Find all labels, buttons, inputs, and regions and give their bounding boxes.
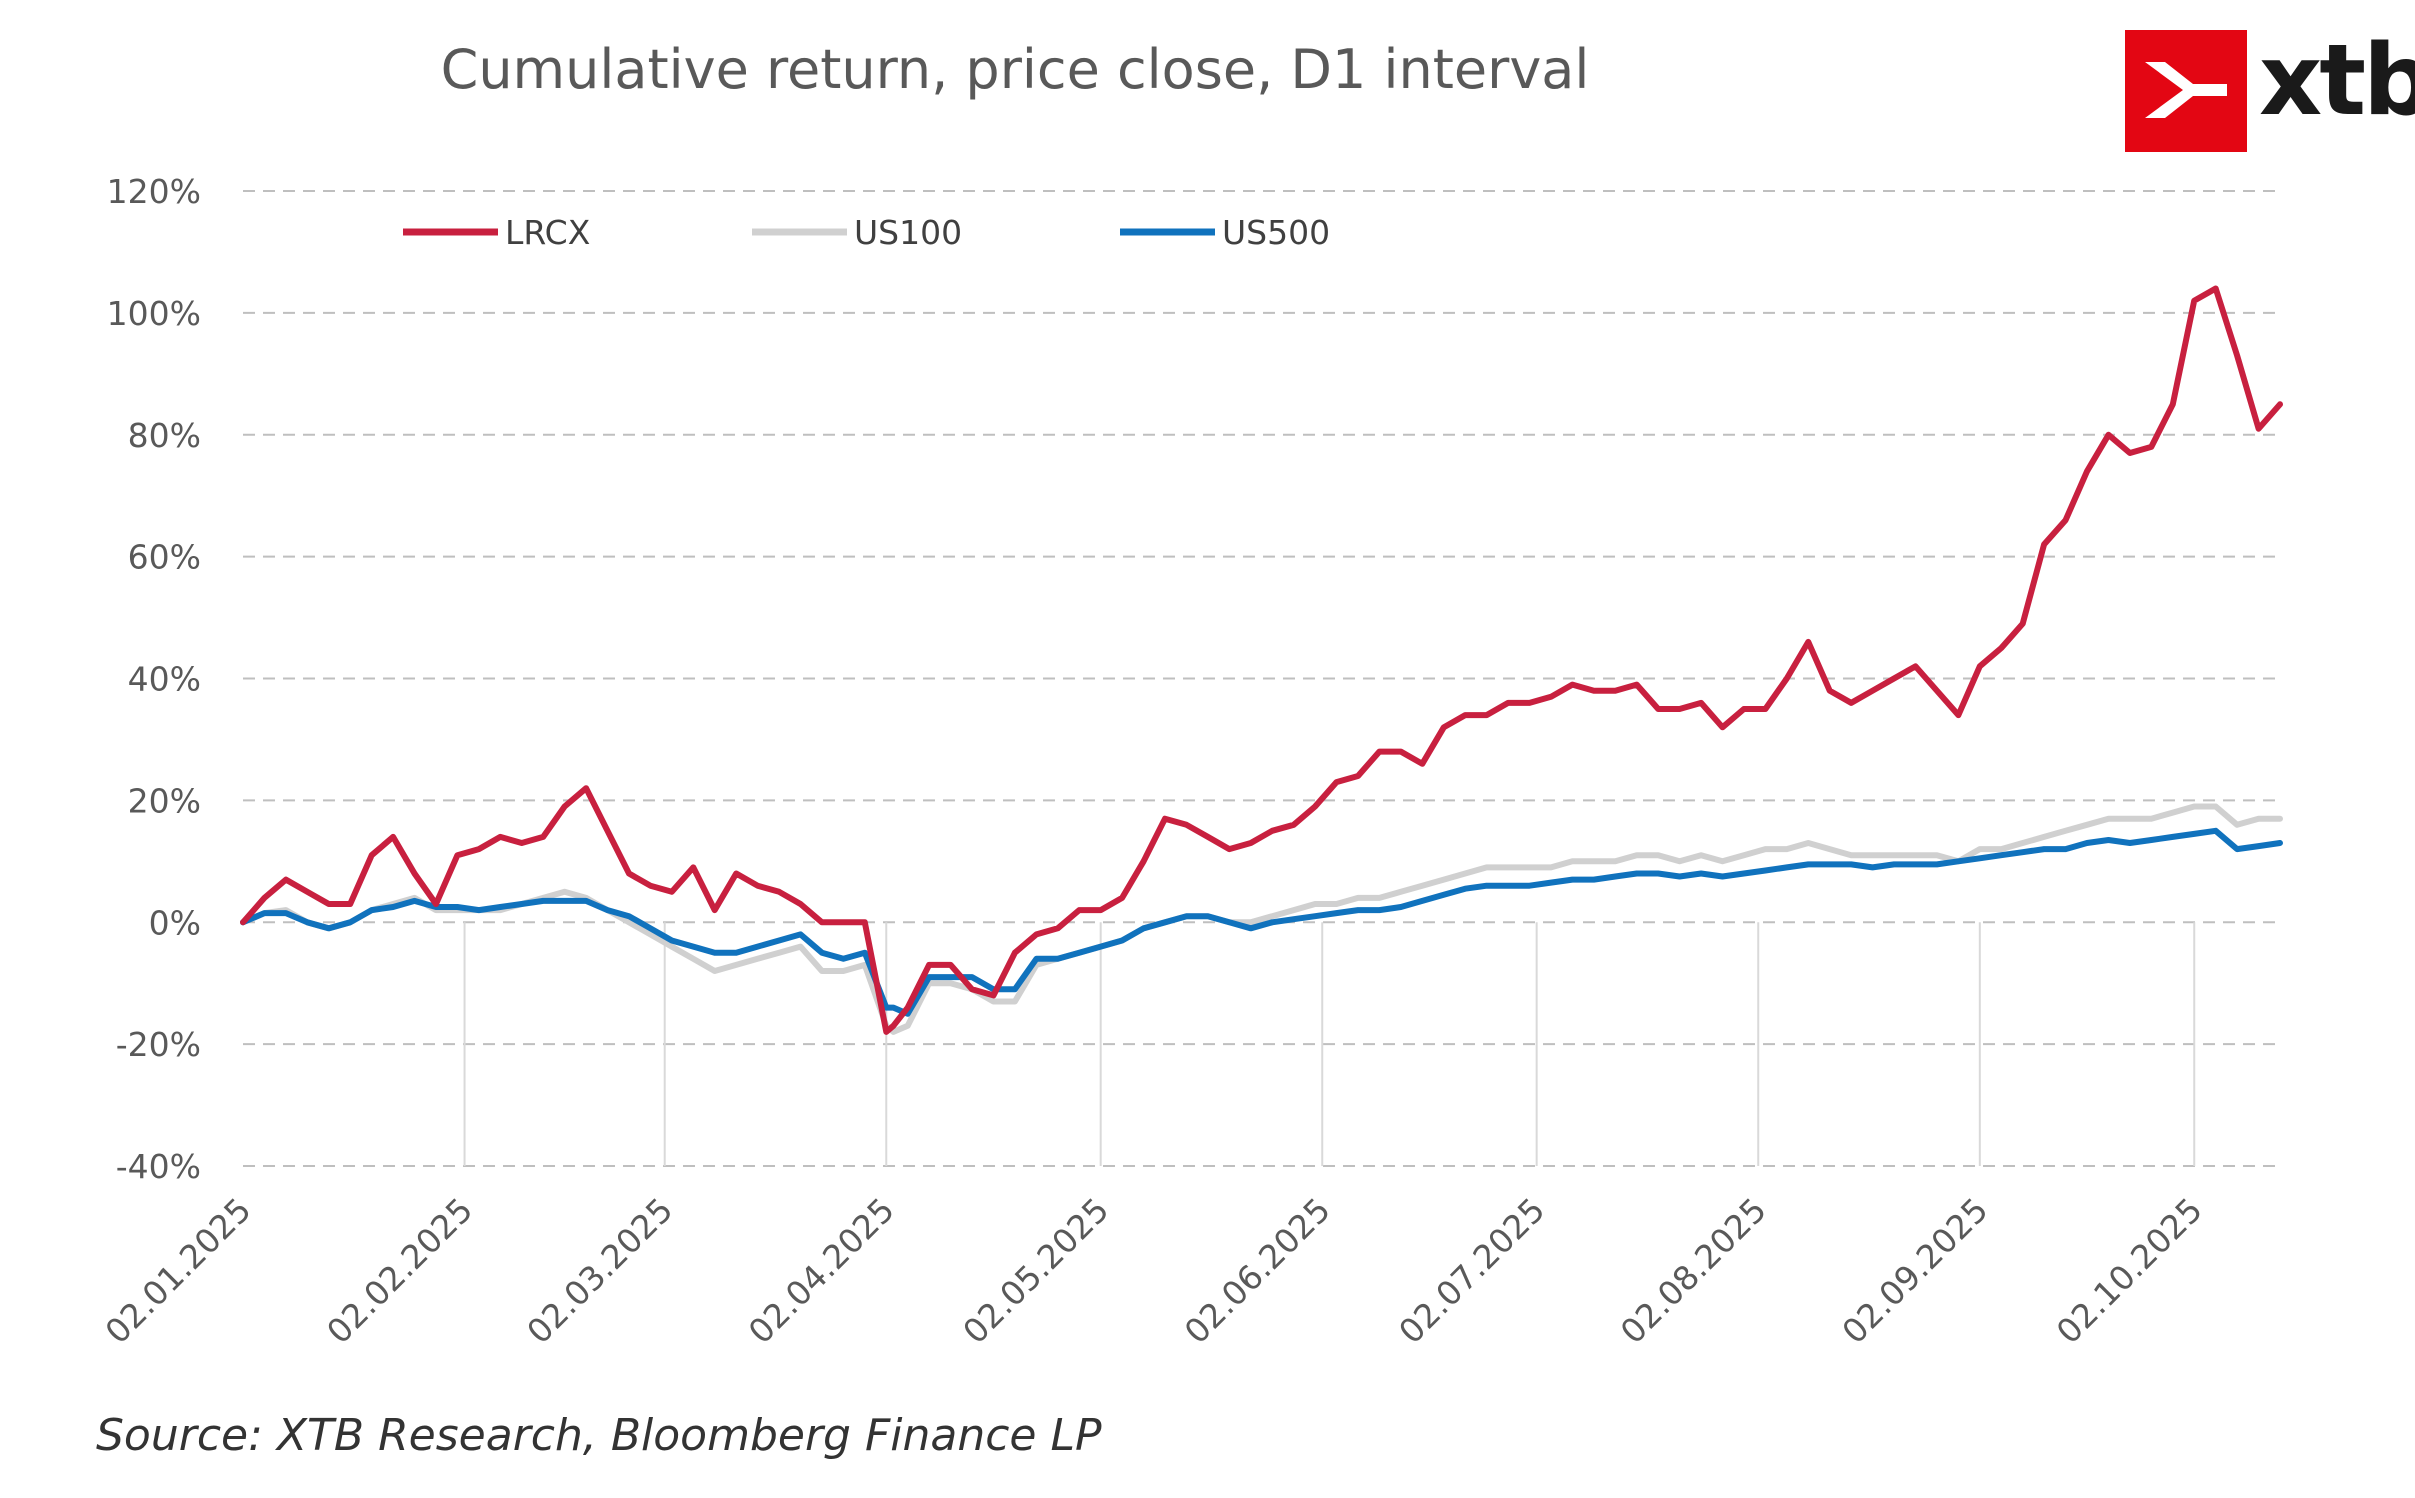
x-tick-label: 02.08.2025 [1613,1190,1774,1351]
legend-label-us100: US100 [854,213,962,252]
x-tick-label: 02.03.2025 [519,1190,680,1351]
x-tick-label: 02.09.2025 [1834,1190,1995,1351]
legend-layer: LRCX US100 US500 [403,213,1330,252]
series-layer [240,285,2283,1035]
x-tick-label: 02.05.2025 [955,1190,1116,1351]
x-tick-label: 02.10.2025 [2049,1190,2210,1351]
x-tick-label: 02.04.2025 [741,1190,902,1351]
source-note: Source: XTB Research, Bloomberg Finance … [96,1410,1102,1461]
y-tick-label: 120% [107,172,201,211]
y-tick-label: 60% [128,538,201,577]
series-line-us500 [240,827,2283,1017]
xtb-x-mark-icon [2125,30,2247,152]
axis-layer: -40% -20% 0% 20% 40% 60% 80% 100% 120% 02.01.2025… [97,172,2209,1351]
grid-layer [243,190,2280,1167]
xtb-wordmark: xtb [2259,24,2415,138]
y-tick-label: 0% [149,903,201,942]
y-tick-label: 80% [128,416,201,455]
x-tick-label: 02.01.2025 [97,1190,258,1351]
xtb-logo: xtb [2125,24,2415,152]
y-tick-label: 40% [128,660,201,699]
series-line-lrcx [240,285,2283,1035]
legend-label-lrcx: LRCX [505,213,590,252]
y-tick-label: -20% [116,1025,201,1064]
x-tick-label: 02.06.2025 [1177,1190,1338,1351]
x-tick-label: 02.07.2025 [1391,1190,1552,1351]
y-tick-label: -40% [116,1147,201,1186]
y-tick-label: 100% [107,294,201,333]
legend-label-us500: US500 [1222,213,1330,252]
y-tick-label: 20% [128,781,201,820]
chart-title: Cumulative return, price close, D1 inter… [440,38,1590,101]
x-tick-label: 02.02.2025 [319,1190,480,1351]
